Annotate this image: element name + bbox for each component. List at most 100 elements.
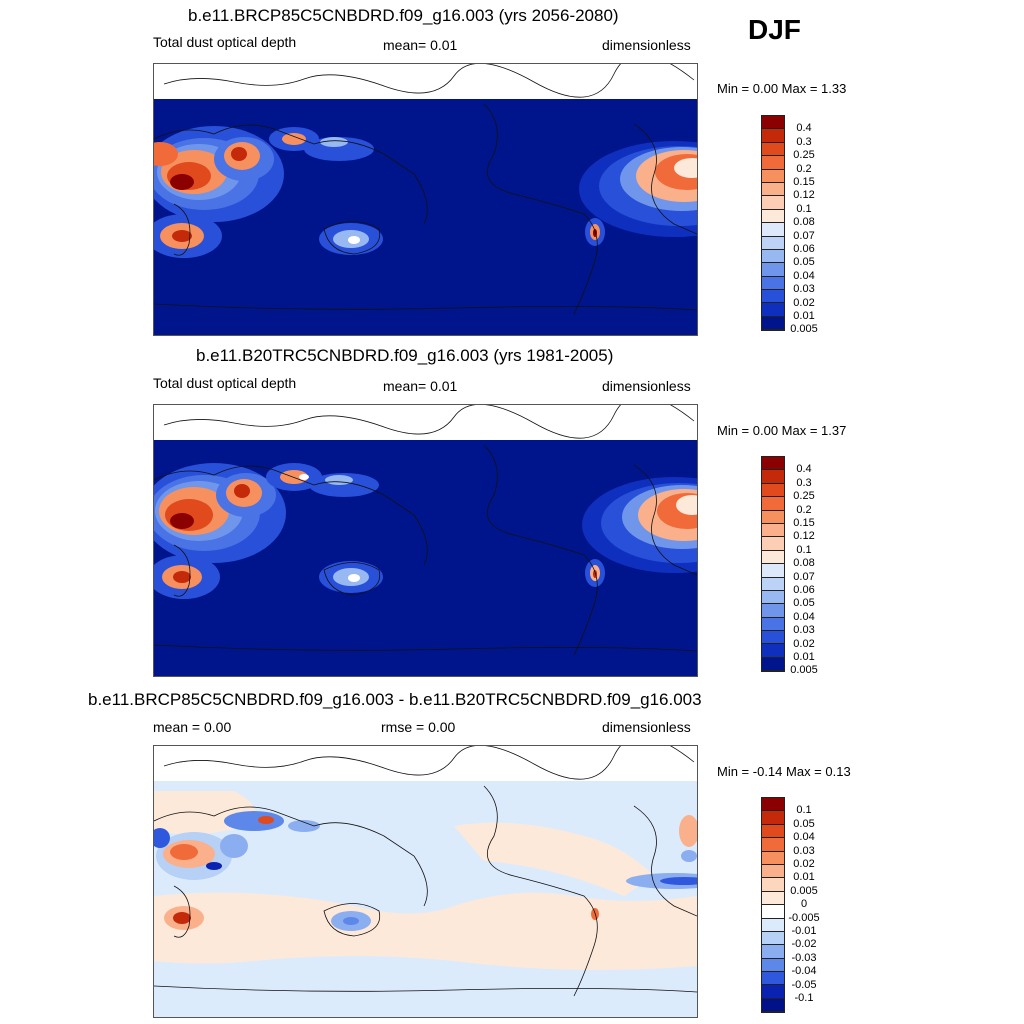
colorbar-swatch: [762, 824, 784, 839]
panel2-units-label: dimensionless: [602, 378, 691, 394]
colorbar-swatch: [762, 303, 784, 317]
colorbar-tick-label: 0.03: [793, 624, 815, 637]
colorbar-tick-label: 0.2: [796, 503, 812, 516]
colorbar-tick-label: -0.01: [791, 925, 817, 937]
panel2-title: b.e11.B20TRC5CNBDRD.f09_g16.003 (yrs 198…: [196, 346, 614, 365]
panel2-colorbar: [761, 456, 785, 673]
colorbar-tick-label: 0.4: [796, 463, 812, 476]
colorbar-tick-label: 0.02: [793, 858, 815, 870]
colorbar-tick-label: 0.01: [793, 651, 815, 663]
colorbar-swatch: [762, 169, 784, 183]
colorbar-tick-label: 0.005: [790, 323, 818, 336]
panel3-mean-label: mean = 0.00: [153, 719, 232, 735]
colorbar-swatch: [762, 564, 784, 578]
colorbar-tick-label: 0.12: [793, 530, 815, 543]
colorbar-swatch: [762, 290, 784, 304]
panel3-title: b.e11.BRCP85C5CNBDRD.f09_g16.003 - b.e11…: [88, 690, 702, 709]
colorbar-swatch: [762, 644, 784, 658]
colorbar-swatch: [762, 864, 784, 879]
colorbar-tick-label: -0.05: [791, 978, 817, 991]
colorbar-swatch: [762, 918, 784, 932]
colorbar-swatch: [762, 604, 784, 618]
colorbar-swatch: [762, 142, 784, 157]
colorbar-tick-label: 0.02: [793, 296, 815, 309]
colorbar-tick-label: 0.04: [793, 610, 815, 623]
panel2-map: [153, 404, 698, 677]
colorbar-tick-label: -0.02: [791, 938, 817, 951]
colorbar-tick-label: 0.2: [796, 162, 812, 175]
panel3-rmse-label: rmse = 0.00: [381, 719, 456, 735]
colorbar-swatch: [762, 972, 784, 986]
colorbar-swatch: [762, 851, 784, 865]
colorbar-tick-label: -0.1: [794, 992, 814, 1004]
colorbar-tick-label: -0.03: [791, 951, 817, 964]
colorbar-swatch: [762, 958, 784, 973]
colorbar-swatch: [762, 945, 784, 959]
colorbar-tick-label: 0.07: [793, 570, 815, 583]
colorbar-swatch: [762, 236, 784, 250]
colorbar-tick-label: 0.25: [793, 490, 815, 503]
colorbar-tick-label: 0.05: [793, 597, 815, 610]
colorbar-tick-label: 0.01: [793, 871, 815, 884]
colorbar-swatch: [762, 550, 784, 565]
colorbar-tick-label: 0.1: [796, 202, 812, 215]
panel3-minmax: Min = -0.14 Max = 0.13: [717, 764, 851, 779]
colorbar-swatch: [762, 998, 784, 1013]
colorbar-swatch: [762, 263, 784, 277]
colorbar-swatch: [762, 483, 784, 498]
colorbar-swatch: [762, 457, 784, 471]
panel2-minmax: Min = 0.00 Max = 1.37: [717, 423, 847, 438]
colorbar-tick-label: 0.005: [790, 884, 818, 897]
colorbar-tick-label: 0.3: [796, 135, 812, 148]
colorbar-tick-label: 0.06: [793, 243, 815, 255]
colorbar-tick-label: 0.02: [793, 637, 815, 650]
colorbar-tick-label: -0.005: [788, 911, 820, 924]
colorbar-tick-label: 0.15: [793, 176, 815, 188]
colorbar-swatch: [762, 590, 784, 605]
panel1-title: b.e11.BRCP85C5CNBDRD.f09_g16.003 (yrs 20…: [188, 6, 619, 25]
colorbar-swatch: [762, 537, 784, 551]
colorbar-tick-label: 0.04: [793, 269, 815, 282]
colorbar-tick-label: 0.15: [793, 517, 815, 529]
colorbar-swatch: [762, 878, 784, 892]
colorbar-tick-label: -0.04: [791, 965, 817, 978]
panel3-colorbar: [761, 797, 785, 1014]
colorbar-swatch: [762, 223, 784, 237]
panel1-map: [153, 63, 698, 336]
colorbar-tick-label: 0.4: [796, 122, 812, 135]
colorbar-swatch: [762, 798, 784, 812]
panel2-mean-label: mean= 0.01: [383, 378, 458, 394]
colorbar-swatch: [762, 905, 784, 919]
colorbar-swatch: [762, 182, 784, 197]
colorbar-swatch: [762, 497, 784, 511]
panel1-units-label: dimensionless: [602, 37, 691, 53]
colorbar-tick-label: 0.08: [793, 216, 815, 229]
panel1-mean-label: mean= 0.01: [383, 37, 458, 53]
season-label: DJF: [748, 14, 801, 45]
colorbar-swatch: [762, 985, 784, 999]
colorbar-tick-label: 0.04: [793, 831, 815, 844]
colorbar-swatch: [762, 931, 784, 946]
colorbar-swatch: [762, 891, 784, 906]
colorbar-tick-label: 0.05: [793, 256, 815, 269]
colorbar-swatch: [762, 811, 784, 825]
colorbar-tick-label: 0.12: [793, 189, 815, 202]
colorbar-swatch: [762, 129, 784, 143]
colorbar-tick-label: 0.05: [793, 817, 815, 830]
colorbar-tick-label: 0.3: [796, 476, 812, 489]
colorbar-swatch: [762, 470, 784, 484]
colorbar-swatch: [762, 316, 784, 331]
colorbar-swatch: [762, 577, 784, 591]
colorbar-swatch: [762, 657, 784, 672]
colorbar-tick-label: 0.005: [790, 664, 818, 677]
colorbar-swatch: [762, 510, 784, 524]
panel3-units-label: dimensionless: [602, 719, 691, 735]
colorbar-tick-label: 0.1: [796, 543, 812, 556]
panel2-variable-label: Total dust optical depth: [153, 375, 297, 391]
colorbar-tick-label: 0.25: [793, 149, 815, 162]
colorbar-tick-label: 0.08: [793, 557, 815, 570]
colorbar-swatch: [762, 523, 784, 538]
colorbar-swatch: [762, 249, 784, 264]
colorbar-tick-label: 0: [800, 898, 808, 911]
colorbar-swatch: [762, 196, 784, 210]
